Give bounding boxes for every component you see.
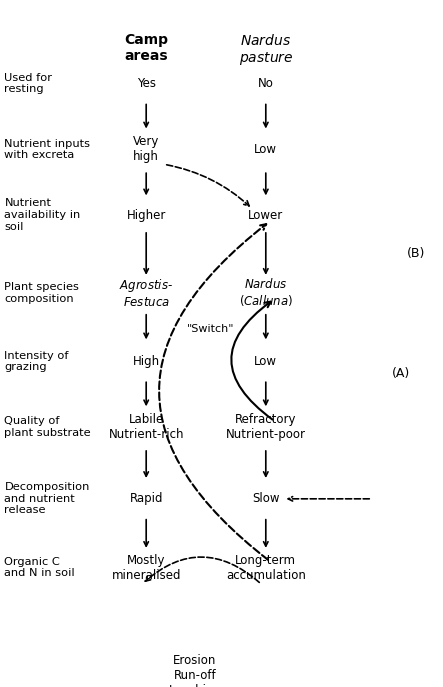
- Text: Nutrient inputs
with excreta: Nutrient inputs with excreta: [4, 139, 90, 160]
- Text: Used for
resting: Used for resting: [4, 73, 52, 94]
- Text: Labile
Nutrient-rich: Labile Nutrient-rich: [109, 413, 184, 441]
- Text: Mostly
mineralised: Mostly mineralised: [112, 554, 181, 581]
- Text: Long-term
accumulation: Long-term accumulation: [226, 554, 306, 581]
- Text: Intensity of
grazing: Intensity of grazing: [4, 350, 69, 372]
- Text: Refractory
Nutrient-poor: Refractory Nutrient-poor: [226, 413, 306, 441]
- Text: $\mathit{Nardus}$
$\mathit{(Calluna)}$: $\mathit{Nardus}$ $\mathit{(Calluna)}$: [239, 277, 293, 308]
- Text: No: No: [258, 77, 274, 90]
- Text: (B): (B): [407, 247, 426, 260]
- Text: Nutrient
availability in
soil: Nutrient availability in soil: [4, 199, 81, 232]
- Text: "Switch": "Switch": [187, 324, 234, 334]
- Text: $\mathit{Nardus}$
$\mathit{pasture}$: $\mathit{Nardus}$ $\mathit{pasture}$: [239, 33, 293, 67]
- Text: Quality of
plant substrate: Quality of plant substrate: [4, 416, 91, 438]
- Text: Higher: Higher: [127, 209, 166, 222]
- Text: Decomposition
and nutrient
release: Decomposition and nutrient release: [4, 482, 90, 515]
- Text: Plant species
composition: Plant species composition: [4, 282, 79, 304]
- Text: Slow: Slow: [252, 493, 280, 506]
- Text: Low: Low: [254, 143, 277, 156]
- Text: Low: Low: [254, 355, 277, 368]
- Text: $\mathit{Agrostis}$-
$\mathit{Festuca}$: $\mathit{Agrostis}$- $\mathit{Festuca}$: [119, 277, 173, 308]
- Text: Lower: Lower: [248, 209, 284, 222]
- Text: High: High: [132, 355, 160, 368]
- Text: Rapid: Rapid: [129, 493, 163, 506]
- Text: Very
high: Very high: [133, 135, 159, 164]
- Text: Erosion
Run-off
Leaching: Erosion Run-off Leaching: [168, 654, 222, 687]
- Text: Organic C
and N in soil: Organic C and N in soil: [4, 556, 75, 578]
- Text: (A): (A): [392, 367, 410, 380]
- Text: Yes: Yes: [137, 77, 155, 90]
- Text: Camp
areas: Camp areas: [124, 33, 168, 63]
